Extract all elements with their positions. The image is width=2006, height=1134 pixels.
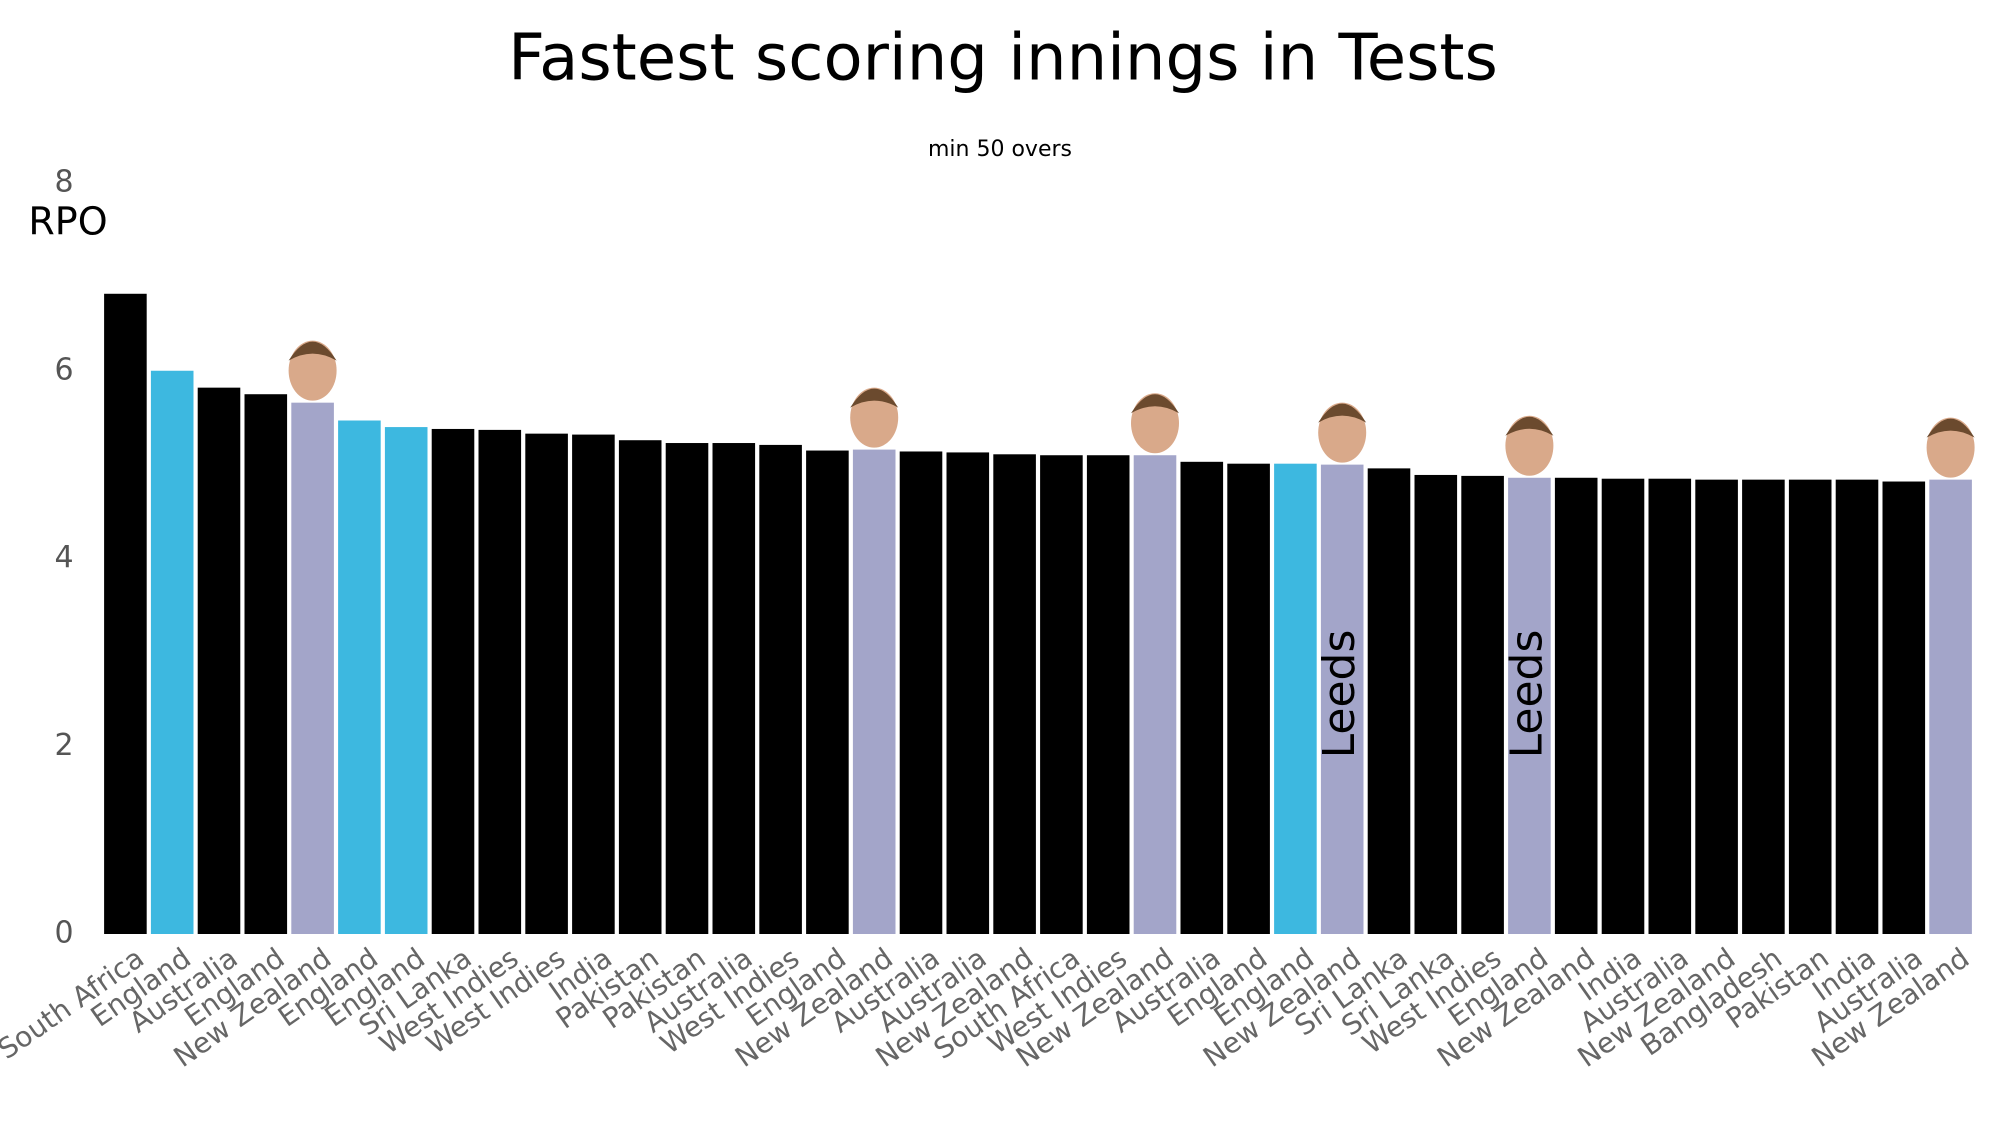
bar: [1133, 455, 1177, 934]
bar: [759, 444, 802, 934]
bar: [806, 450, 849, 934]
bar: [338, 420, 381, 934]
y-tick-label: 8: [54, 165, 73, 200]
bar: [244, 394, 288, 934]
bar: [1835, 479, 1879, 934]
y-tick-label: 4: [54, 540, 73, 575]
y-tick-label: 6: [54, 352, 73, 387]
player-face: [1131, 393, 1179, 454]
bar: [1227, 463, 1270, 934]
bar: [665, 443, 709, 934]
player-hair: [1318, 403, 1367, 423]
bar: [1554, 477, 1598, 934]
bar: [525, 433, 568, 934]
bar-annotation: Leeds: [1501, 630, 1552, 759]
bar: [993, 454, 1036, 934]
y-axis-label: RPO: [28, 200, 107, 244]
bar: [1788, 479, 1832, 934]
player-face: [1318, 402, 1367, 463]
player-face: [1926, 417, 1975, 478]
bar: [1929, 479, 1972, 934]
chart-title: Fastest scoring innings in Tests: [508, 22, 1498, 96]
bar: [150, 370, 194, 934]
bar: [384, 427, 428, 934]
player-hair: [850, 388, 899, 408]
bar: [1320, 464, 1364, 934]
player-face: [288, 340, 337, 401]
y-tick-label: 0: [54, 916, 73, 951]
bar: [197, 387, 241, 935]
bar: [1461, 475, 1504, 934]
bar: [1742, 479, 1785, 934]
bar: [712, 443, 756, 934]
y-tick-label: 2: [54, 728, 73, 763]
bar: [1040, 455, 1083, 934]
player-hair: [288, 341, 337, 361]
player-hair: [1505, 416, 1554, 436]
player-face: [1505, 415, 1554, 476]
bar: [104, 293, 147, 935]
chart-subtitle: min 50 overs: [928, 137, 1072, 162]
bar: [1367, 468, 1411, 934]
bar: [852, 449, 896, 934]
bar: [1695, 479, 1738, 934]
bar: [478, 429, 522, 934]
bar-annotation: Leeds: [1314, 630, 1365, 759]
bar: [431, 428, 475, 934]
bar: [1508, 477, 1551, 934]
bar: [946, 452, 990, 934]
bar: [1882, 481, 1926, 934]
player-face: [850, 387, 899, 448]
bar: [291, 402, 334, 935]
bar: [899, 451, 943, 934]
bar: [1086, 455, 1130, 934]
bar: [572, 434, 615, 934]
player-hair: [1926, 418, 1975, 438]
player-hair: [1131, 394, 1179, 414]
bar: [1274, 463, 1317, 934]
bar: [1180, 461, 1224, 934]
bar: [1601, 478, 1645, 934]
bar: [618, 440, 662, 934]
bar: [1648, 478, 1692, 934]
bar: [1414, 474, 1458, 934]
